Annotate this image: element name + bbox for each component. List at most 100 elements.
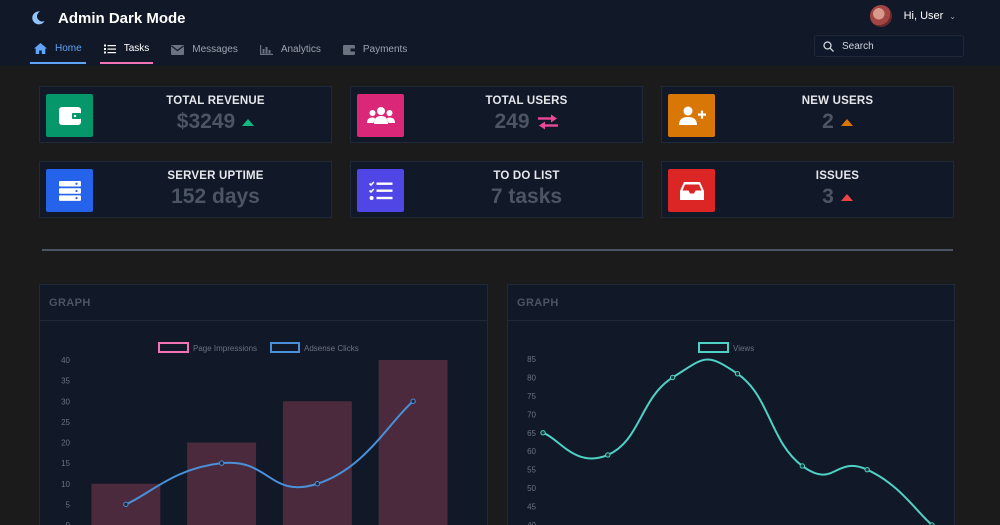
nav-item-label: Payments <box>362 44 408 55</box>
nav-item-analytics[interactable]: Analytics <box>256 35 325 64</box>
panel-title: GRAPH <box>517 296 559 309</box>
line-point <box>864 466 870 473</box>
line-point <box>605 452 611 458</box>
stat-value: 3 <box>822 185 834 208</box>
legend-label: Page Impressions <box>193 344 257 353</box>
y-tick-label: 85 <box>527 355 536 364</box>
bar <box>282 401 352 525</box>
avatar[interactable] <box>869 5 892 27</box>
line-point <box>799 463 806 469</box>
app-title: Admin Dark Mode <box>58 9 186 27</box>
line-point <box>410 398 416 404</box>
stat-card-total-revenue: TOTAL REVENUE $3249 <box>39 86 332 143</box>
envelope-icon <box>171 44 185 55</box>
stat-title: TO DO LIST <box>493 170 560 182</box>
section-divider <box>42 249 953 251</box>
wallet-icon <box>342 44 355 55</box>
y-tick-label: 70 <box>527 410 536 419</box>
caret-up-icon <box>242 118 255 126</box>
stat-title: SERVER UPTIME <box>167 170 264 182</box>
stat-value: 7 tasks <box>490 185 563 208</box>
graph-panel-left: GRAPH 0 5 10 15 20 25 30 35 40 Page Impressions Ad… <box>39 284 488 525</box>
main-nav: Home Tasks Messages Analytics <box>30 35 425 65</box>
search-box[interactable] <box>814 35 964 57</box>
nav-item-payments[interactable]: Payments <box>339 35 411 64</box>
legend-swatch-views <box>698 342 729 353</box>
tasks-icon <box>368 180 392 200</box>
bar <box>187 442 257 525</box>
legend-label: Views <box>733 344 754 353</box>
stat-value: 152 days <box>171 185 260 208</box>
line-chart: 40 45 50 55 60 65 70 75 80 85 Views <box>527 342 935 525</box>
stat-title: NEW USERS <box>801 95 874 107</box>
bar <box>378 360 448 525</box>
server-icon <box>58 180 81 201</box>
search-icon <box>823 40 834 52</box>
y-tick-label: 15 <box>61 459 70 468</box>
stat-value: 249 <box>494 110 530 133</box>
y-tick-label: 65 <box>527 429 536 438</box>
brand[interactable]: Admin Dark Mode <box>30 7 186 29</box>
stat-card-todo-list: TO DO LIST 7 tasks <box>350 161 643 218</box>
moon-icon <box>32 11 45 25</box>
y-tick-label: 35 <box>61 377 70 386</box>
home-icon <box>34 43 47 54</box>
line-point <box>123 501 129 508</box>
nav-item-home[interactable]: Home <box>30 35 86 64</box>
series-line-adsense-clicks <box>125 400 414 506</box>
stat-value: $3249 <box>176 110 236 133</box>
line-point <box>669 374 676 381</box>
inbox-icon <box>679 181 704 200</box>
nav-item-label: Analytics <box>280 44 321 55</box>
user-greeting[interactable]: Hi, User <box>903 10 944 22</box>
nav-item-tasks[interactable]: Tasks <box>99 35 154 64</box>
y-tick-label: 25 <box>61 418 70 427</box>
line-point <box>218 460 225 466</box>
top-bar: Admin Dark Mode Hi, User ⌄ Home Tasks <box>0 0 1000 66</box>
nav-item-messages[interactable]: Messages <box>167 35 242 64</box>
y-tick-label: 20 <box>61 439 70 448</box>
bar-chart-icon <box>259 44 273 55</box>
wallet-icon <box>58 106 81 125</box>
caret-up-icon <box>840 193 853 201</box>
legend-swatch-adsense-clicks <box>270 342 300 353</box>
exchange-icon <box>537 114 558 130</box>
y-tick-label: 40 <box>527 521 536 525</box>
y-tick-label: 75 <box>527 392 536 401</box>
y-tick-label: 30 <box>61 397 70 406</box>
y-tick-label: 80 <box>527 373 536 382</box>
stat-title: TOTAL USERS <box>485 95 568 107</box>
line-point <box>929 522 935 525</box>
y-tick-label: 45 <box>527 503 536 512</box>
y-tick-label: 5 <box>66 500 71 509</box>
stat-icon-box <box>357 169 404 212</box>
stat-icon-box <box>46 169 93 212</box>
user-menu[interactable]: Hi, User ⌄ <box>869 5 956 27</box>
tasks-icon <box>103 44 116 53</box>
y-tick-label: 40 <box>61 356 70 365</box>
search-input[interactable] <box>842 40 952 52</box>
nav-item-label: Home <box>55 43 82 54</box>
y-tick-label: 0 <box>66 521 71 525</box>
nav-item-label: Messages <box>192 44 238 55</box>
chevron-down-icon[interactable]: ⌄ <box>949 11 956 21</box>
stat-title: ISSUES <box>815 170 860 182</box>
stat-icon-box <box>668 94 715 137</box>
nav-item-label: Tasks <box>123 43 150 54</box>
line-point <box>314 481 321 487</box>
stat-value: 2 <box>822 110 834 133</box>
stat-card-total-users: TOTAL USERS 249 <box>350 86 643 143</box>
stat-title: TOTAL REVENUE <box>166 95 265 107</box>
caret-up-icon <box>840 118 853 126</box>
panel-title: GRAPH <box>49 296 91 309</box>
combo-chart: 0 5 10 15 20 25 30 35 40 Page Impressions Adsense … <box>61 342 448 525</box>
user-plus-icon <box>678 106 706 125</box>
stat-icon-box <box>668 169 715 212</box>
users-icon <box>366 106 395 124</box>
series-line-views <box>542 358 933 525</box>
stat-icon-box <box>357 94 404 137</box>
graph-panel-right: GRAPH 40 45 50 55 60 65 70 75 80 85 Views <box>507 284 955 525</box>
y-tick-label: 55 <box>527 466 536 475</box>
stat-icon-box <box>46 94 93 137</box>
stat-card-server-uptime: SERVER UPTIME 152 days <box>39 161 332 218</box>
